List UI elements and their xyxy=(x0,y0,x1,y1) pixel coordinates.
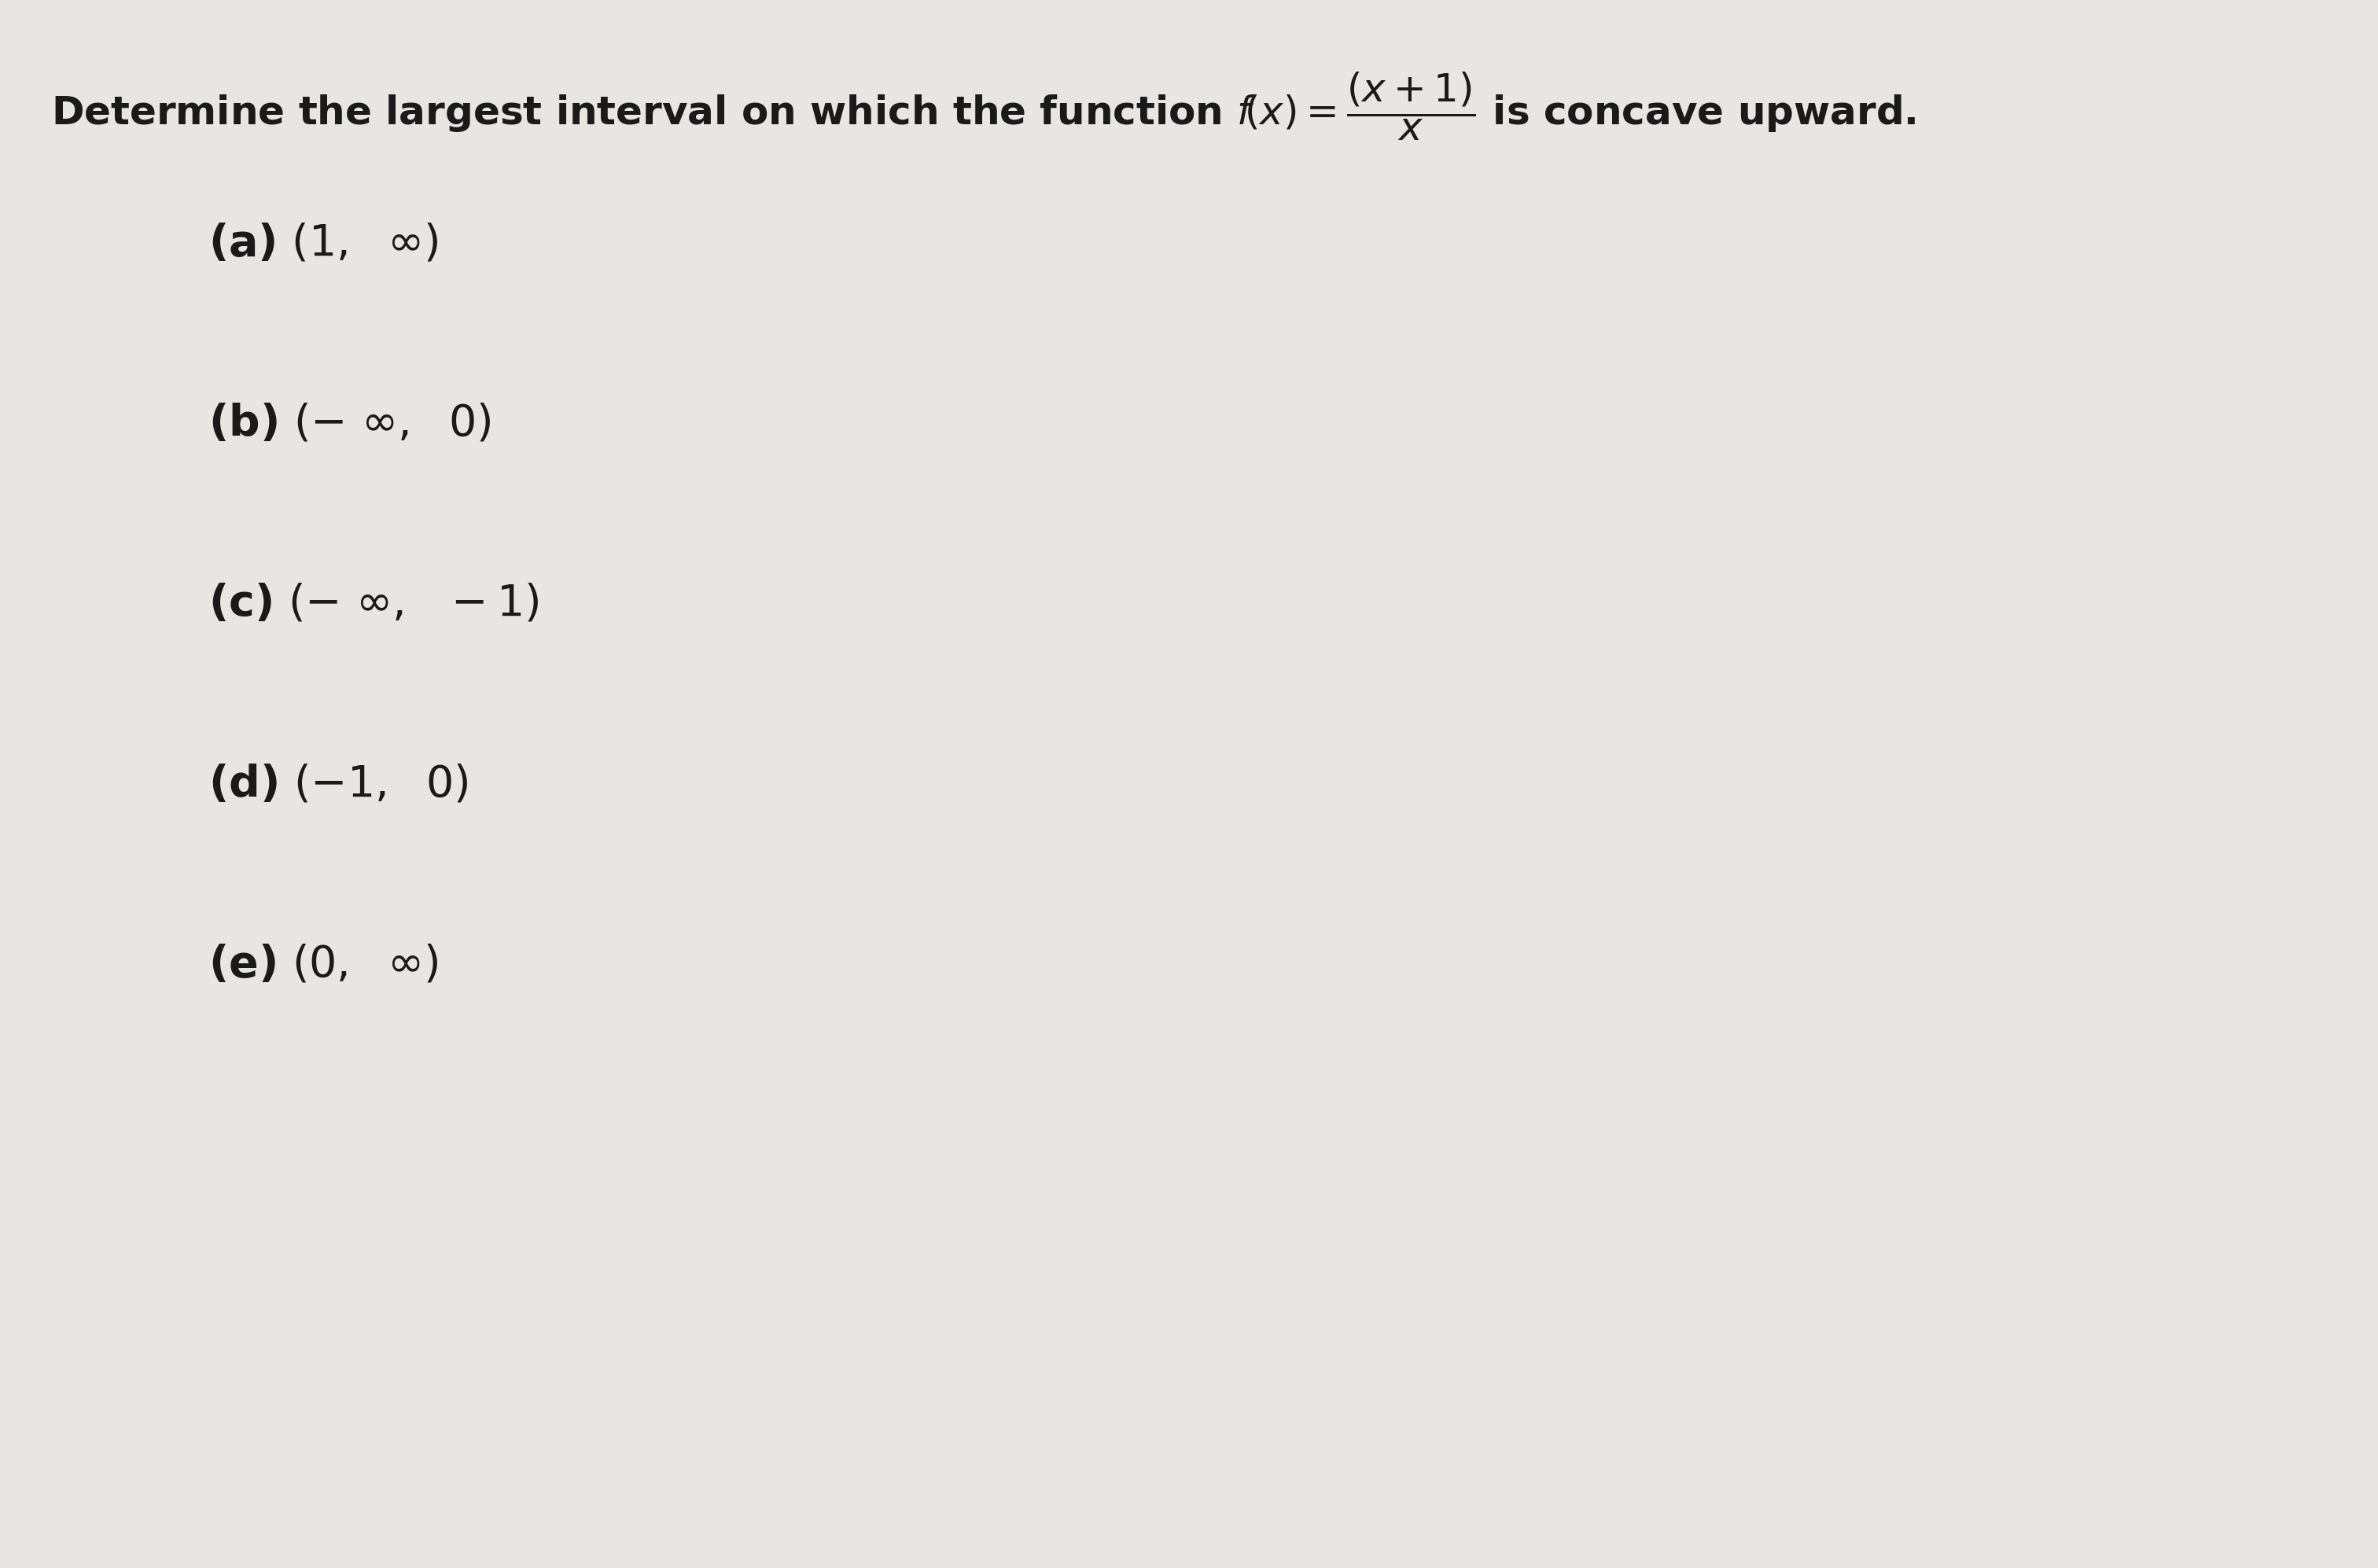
Text: $\mathbf{\boldsymbol{(}d\boldsymbol{)}}$ $(-1, \ \ 0)$: $\mathbf{\boldsymbol{(}d\boldsymbol{)}}$… xyxy=(209,762,468,806)
Text: Determine the largest interval on which the function $f\!\left(x\right) = \dfrac: Determine the largest interval on which … xyxy=(50,71,1917,143)
Text: $\mathbf{\boldsymbol{(}c\boldsymbol{)}}$ $(-\ \infty, \ \ -1)$: $\mathbf{\boldsymbol{(}c\boldsymbol{)}}$… xyxy=(209,582,540,626)
Text: $\mathbf{\boldsymbol{(}e\boldsymbol{)}}$ $(0, \ \ \infty)$: $\mathbf{\boldsymbol{(}e\boldsymbol{)}}$… xyxy=(209,942,438,986)
Text: $\mathbf{\boldsymbol{(}a\boldsymbol{)}}$ $(1, \ \ \infty)$: $\mathbf{\boldsymbol{(}a\boldsymbol{)}}$… xyxy=(209,221,438,265)
Text: $\mathbf{\boldsymbol{(}b\boldsymbol{)}}$ $(-\ \infty, \ \ 0)$: $\mathbf{\boldsymbol{(}b\boldsymbol{)}}$… xyxy=(209,401,490,445)
